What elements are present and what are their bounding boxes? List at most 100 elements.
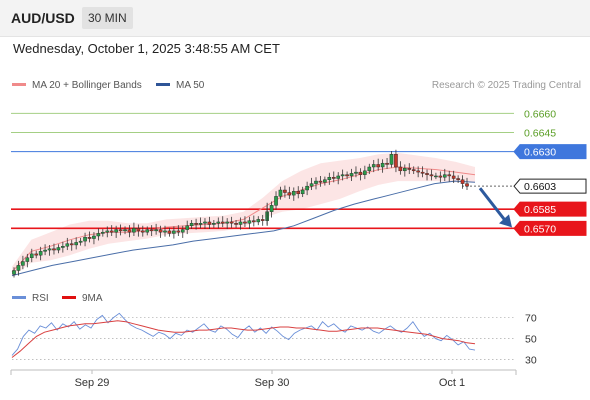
candle-body [291,191,296,196]
legend-ma50: MA 50 [156,80,204,91]
candle-body [207,221,212,225]
level-label-0.6585: 0.6585 [524,204,556,216]
candle-body [403,168,407,172]
candle-body [61,246,65,248]
candle-body [176,230,181,233]
candle-body [96,233,101,237]
candle-body [78,240,83,243]
chart-credit: Research © 2025 Trading Central [431,80,581,91]
candle-body [336,175,341,179]
candle-body [442,174,447,178]
candle-body [349,173,354,177]
candle-body [429,174,434,177]
candle-body [363,170,367,175]
candle-body [398,166,403,172]
candle-body [189,223,194,226]
candle-body [260,219,265,221]
candle-body [47,248,52,251]
candle-body [25,257,30,262]
candle-body [34,253,39,256]
ma20-line [11,166,476,273]
overlay-layer [478,187,512,228]
candle-body [163,230,167,233]
candle-body [389,154,394,165]
candle-body [305,185,309,191]
candle-body [158,229,163,233]
candle-body [238,221,243,225]
candle-body [380,162,385,168]
candle-body [367,166,372,172]
candle-body [12,270,16,275]
instrument-symbol: AUD/USD [11,10,75,26]
candle-body [438,175,443,178]
candle-body [16,265,21,271]
candle-body [451,175,456,179]
candle-body [243,221,247,224]
candle-body [74,242,78,246]
rsi-line [11,312,476,356]
candle-body [420,171,425,174]
candle-body [394,154,398,168]
candle-body [92,235,96,239]
candle-body [256,219,261,223]
candle-body [358,171,363,175]
time-tick-label: Sep 29 [75,377,110,389]
candle-body [185,225,190,230]
candle-body [212,223,216,225]
rsi-level-label-70: 70 [525,313,537,325]
forecast-arrow-shaft [478,187,507,222]
candle-body [252,220,256,223]
candle-body [172,230,176,234]
candle-body [309,183,314,187]
ma50-swatch [156,82,170,86]
rsi-panel: 70 50 30 [11,312,537,367]
level-label-0.6645: 0.6645 [524,128,556,140]
candle-body [411,169,416,172]
candle-body [180,229,185,233]
time-tick-label: Oct 1 [439,377,465,389]
candle-body [327,177,332,180]
candle-body [145,229,150,233]
candle-body [87,237,92,239]
bollinger-bands-layer [12,152,475,277]
candle-body [109,230,114,233]
candle-body [287,192,292,196]
legend-9ma: 9MA [62,293,103,304]
interval-button[interactable]: 30 MIN [82,7,133,29]
level-tag-0.6570 [513,220,587,236]
candle-body [407,168,412,170]
candle-body [318,180,323,183]
candle-body [269,205,274,212]
candle-body [376,164,380,168]
candle-body [456,178,460,180]
forecast-arrow-head [499,214,512,228]
candle-body [69,243,74,246]
level-label-0.6603: 0.6603 [524,181,556,193]
ma50-line [11,180,476,277]
candle-body [203,221,207,224]
candle-body [140,230,145,233]
rsi-ma-line [11,320,476,358]
candle-body [340,174,345,177]
candle-body [331,177,336,179]
top-bar: AUD/USD 30 MIN [0,0,590,37]
candle-body [101,231,105,234]
candle-body [234,223,238,225]
time-tick-label: Sep 30 [255,377,290,389]
candle-body [114,229,118,233]
candle-body [354,171,358,174]
candle-body [465,183,469,187]
candle-body [149,229,154,232]
candle-body [167,230,172,234]
candle-body [154,229,158,232]
ma9-swatch [62,295,76,299]
legend-rsi-label: RSI [32,293,49,304]
candle-body [247,220,252,224]
legend-ma50-label: MA 50 [176,80,205,91]
level-tag-0.6603 [513,178,587,194]
candle-body [123,229,127,232]
candle-body [132,228,136,233]
candle-body [460,179,465,184]
candle-body [21,261,25,266]
